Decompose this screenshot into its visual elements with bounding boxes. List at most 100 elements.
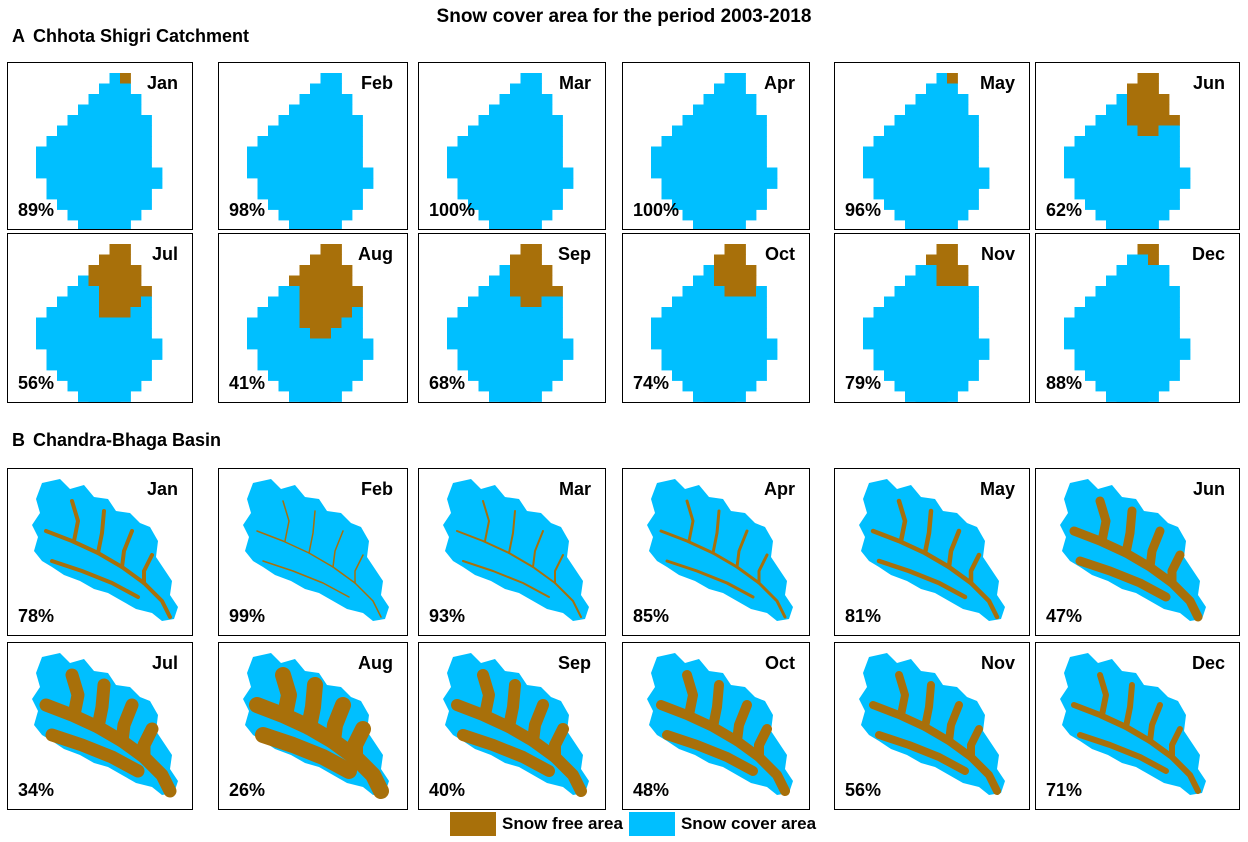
snow-cover-percent: 88% xyxy=(1046,373,1083,393)
month-label: Oct xyxy=(764,653,795,673)
month-label: Dec xyxy=(1191,653,1225,673)
basin-map xyxy=(859,479,1005,621)
basin-map xyxy=(859,653,1005,795)
basin-map xyxy=(32,653,178,798)
basin-map xyxy=(443,479,589,621)
month-label: Jul xyxy=(151,244,178,264)
chandra-bhaga-panel-jun: Jun 47% xyxy=(1035,468,1240,636)
snow-cover-percent: 89% xyxy=(18,200,55,220)
month-label: Jan xyxy=(146,479,178,499)
basin-map xyxy=(647,653,793,796)
section-a-label: A Chhota Shigri Catchment xyxy=(12,26,249,47)
month-label: Jun xyxy=(1192,479,1225,499)
snow-cover-percent: 100% xyxy=(429,200,476,220)
snow-cover-percent: 41% xyxy=(229,373,266,393)
snow-cover-percent: 99% xyxy=(229,606,266,626)
chandra-bhaga-panel-dec: Dec 71% xyxy=(1035,642,1240,810)
month-label: Nov xyxy=(980,244,1015,264)
chhota-shigri-panel-jan: Jan 89% xyxy=(7,62,193,230)
month-label: Mar xyxy=(558,73,591,93)
basin-map xyxy=(243,653,389,799)
snow-cover-percent: 62% xyxy=(1046,200,1083,220)
month-label: Sep xyxy=(557,653,591,673)
chandra-bhaga-panel-jul: Jul 34% xyxy=(7,642,193,810)
legend: Snow free area Snow cover area xyxy=(450,810,822,838)
chhota-shigri-panel-nov: Nov 79% xyxy=(834,233,1030,403)
chhota-shigri-panel-mar: Mar 100% xyxy=(418,62,606,230)
snow-cover-percent: 56% xyxy=(845,780,882,800)
month-label: Nov xyxy=(980,653,1015,673)
chhota-shigri-panel-feb: Feb 98% xyxy=(218,62,408,230)
snow-cover-percent: 34% xyxy=(18,780,55,800)
chandra-bhaga-panel-may: May 81% xyxy=(834,468,1030,636)
snow-cover-percent: 100% xyxy=(633,200,680,220)
snow-cover-legend-label: Snow cover area xyxy=(680,814,817,833)
chandra-bhaga-panel-apr: Apr 85% xyxy=(622,468,810,636)
catchment-map xyxy=(247,244,374,402)
month-label: Apr xyxy=(764,479,795,499)
chhota-shigri-panel-apr: Apr 100% xyxy=(622,62,810,230)
snow-cover-percent: 40% xyxy=(429,780,466,800)
catchment-map xyxy=(1064,73,1191,229)
chandra-bhaga-panel-aug: Aug 26% xyxy=(218,642,408,810)
snow-cover-percent: 79% xyxy=(845,373,882,393)
basin-map xyxy=(1060,653,1206,795)
month-label: Dec xyxy=(1191,244,1225,264)
chhota-shigri-panel-may: May 96% xyxy=(834,62,1030,230)
chhota-shigri-panel-sep: Sep 68% xyxy=(418,233,606,403)
snow-cover-percent: 48% xyxy=(633,780,670,800)
chhota-shigri-panel-dec: Dec 88% xyxy=(1035,233,1240,403)
month-label: Jan xyxy=(146,73,178,93)
snow-cover-percent: 71% xyxy=(1046,780,1083,800)
basin-map xyxy=(1060,479,1206,622)
chandra-bhaga-panel-nov: Nov 56% xyxy=(834,642,1030,810)
month-label: Apr xyxy=(764,73,795,93)
month-label: May xyxy=(979,73,1015,93)
chandra-bhaga-panel-jan: Jan 78% xyxy=(7,468,193,636)
month-label: May xyxy=(979,479,1015,499)
snow-free-legend-label: Snow free area xyxy=(502,814,623,833)
month-label: Feb xyxy=(360,73,393,93)
basin-map xyxy=(647,479,793,621)
month-label: Aug xyxy=(358,653,393,673)
snow-cover-percent: 78% xyxy=(18,606,55,626)
chandra-bhaga-panel-mar: Mar 93% xyxy=(418,468,606,636)
catchment-map xyxy=(36,73,163,229)
month-label: Feb xyxy=(360,479,393,499)
snow-cover-percent: 26% xyxy=(229,780,266,800)
month-label: Sep xyxy=(557,244,591,264)
catchment-map xyxy=(651,73,778,229)
basin-map xyxy=(443,653,589,797)
month-label: Jul xyxy=(151,653,178,673)
catchment-map xyxy=(1064,244,1191,402)
month-label: Mar xyxy=(558,479,591,499)
snow-cover-percent: 68% xyxy=(429,373,466,393)
snow-cover-percent: 74% xyxy=(633,373,670,393)
chhota-shigri-panel-jul: Jul 56% xyxy=(7,233,193,403)
snow-cover-percent: 96% xyxy=(845,200,882,220)
section-b-title: Chandra-Bhaga Basin xyxy=(33,430,222,450)
chandra-bhaga-panel-feb: Feb 99% xyxy=(218,468,408,636)
basin-map xyxy=(243,479,389,621)
snow-free-swatch xyxy=(450,812,496,836)
section-a-title: Chhota Shigri Catchment xyxy=(33,26,250,46)
chandra-bhaga-panel-oct: Oct 48% xyxy=(622,642,810,810)
month-label: Aug xyxy=(358,244,393,264)
snow-cover-percent: 93% xyxy=(429,606,466,626)
snow-cover-percent: 47% xyxy=(1046,606,1083,626)
basin-map xyxy=(32,479,178,621)
chhota-shigri-panel-oct: Oct 74% xyxy=(622,233,810,403)
month-label: Oct xyxy=(764,244,795,264)
catchment-map xyxy=(863,73,990,229)
snow-cover-percent: 98% xyxy=(229,200,266,220)
catchment-map xyxy=(447,244,574,402)
catchment-map xyxy=(447,73,574,229)
catchment-map xyxy=(651,244,778,402)
section-a-letter: A xyxy=(12,26,25,46)
section-b-label: B Chandra-Bhaga Basin xyxy=(12,430,221,451)
month-label: Jun xyxy=(1192,73,1225,93)
figure-title: Snow cover area for the period 2003-2018 xyxy=(436,6,812,27)
snow-cover-percent: 85% xyxy=(633,606,670,626)
catchment-map xyxy=(863,244,990,402)
catchment-map xyxy=(247,73,374,229)
